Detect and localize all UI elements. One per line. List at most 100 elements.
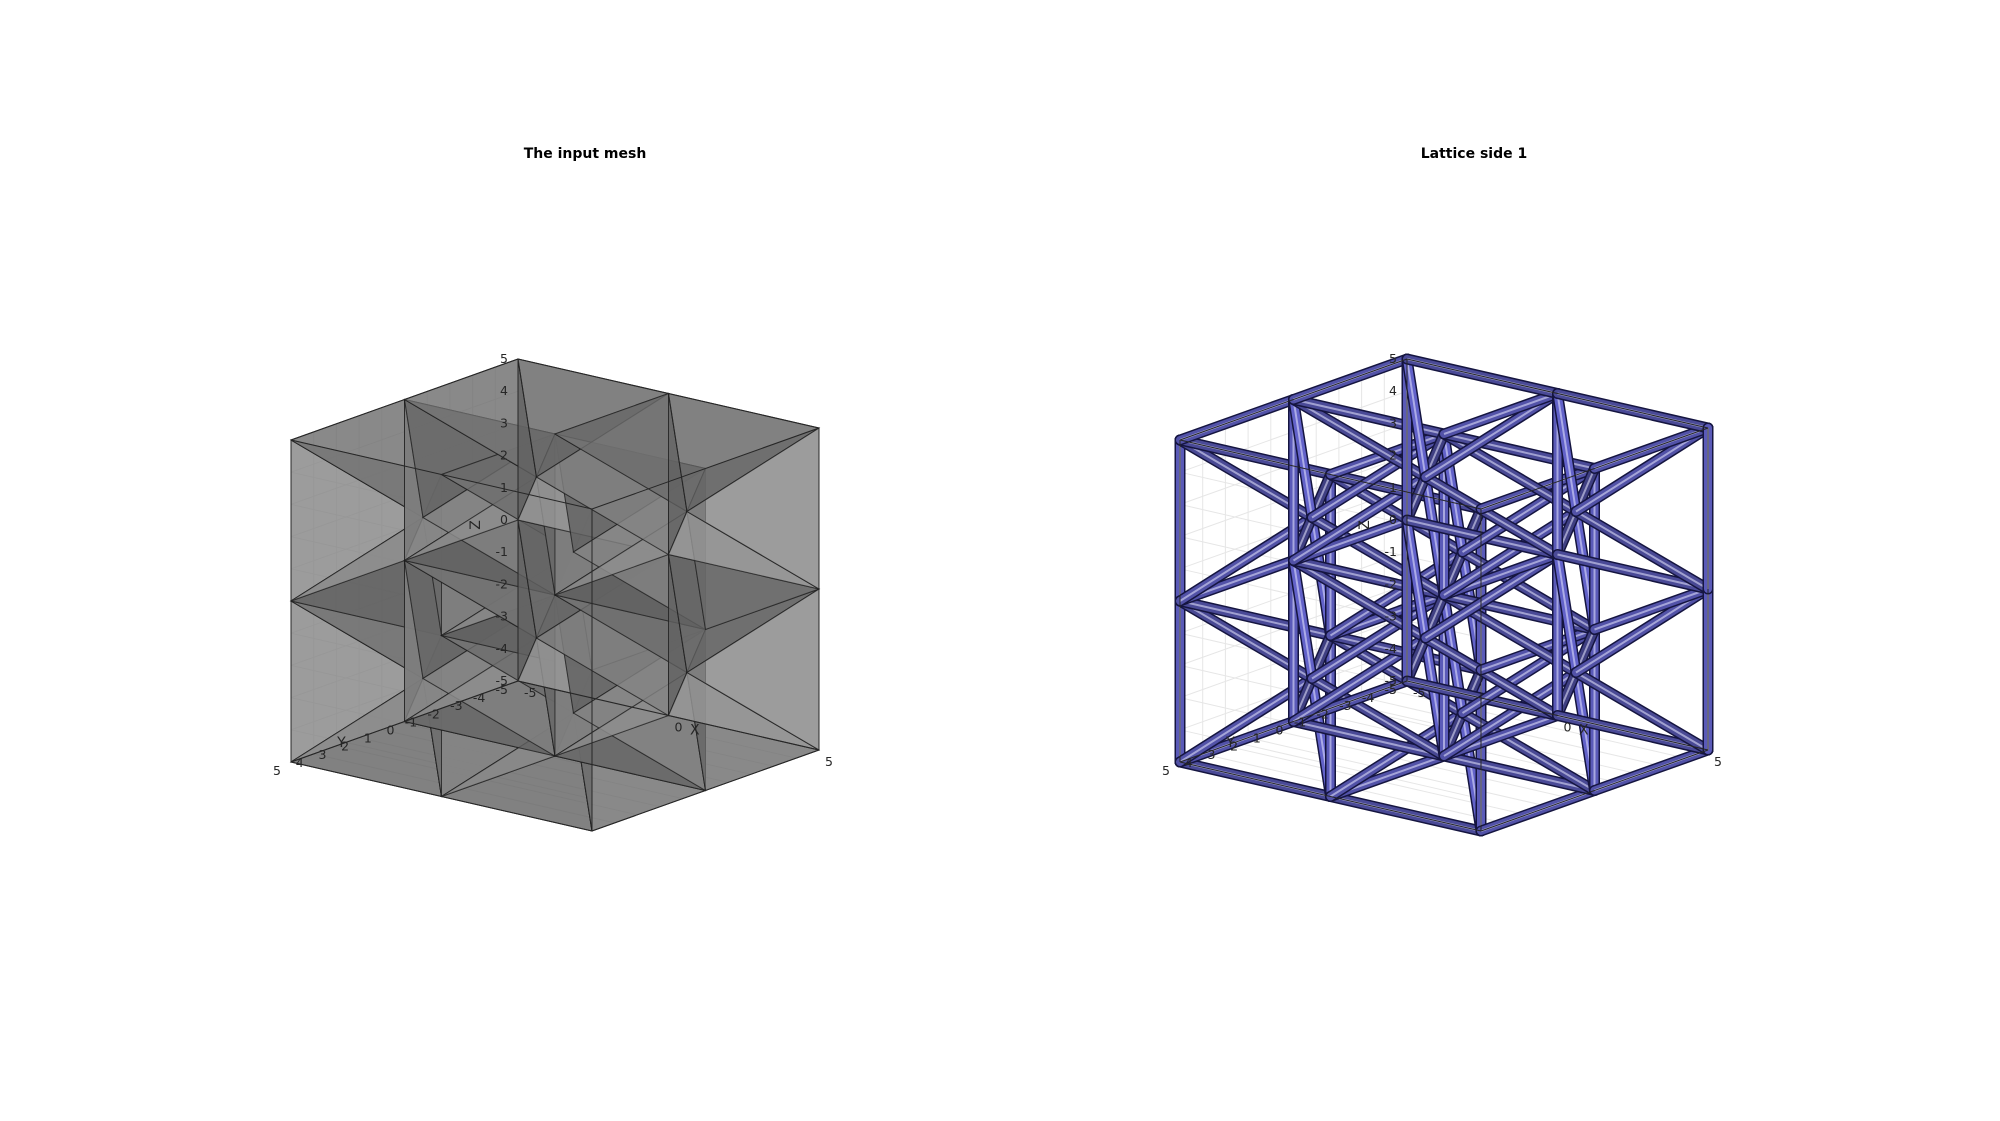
y-tick-label: 3 — [1207, 747, 1215, 762]
lattice-strut-highlight — [1424, 392, 1559, 478]
axis-box-edge — [517, 358, 820, 429]
lattice-strut-highlight — [1575, 427, 1709, 513]
axis-box-edge — [1480, 749, 1709, 832]
x-axis-label: X — [690, 723, 700, 739]
z-tick-label: -2 — [1385, 576, 1397, 591]
y-tick-label: 4 — [296, 755, 304, 770]
y-tick-label: -1 — [405, 714, 417, 729]
x-tick-label: 5 — [825, 754, 833, 769]
lattice-strut-highlight — [1293, 720, 1445, 757]
y-tick-label: 5 — [1162, 763, 1170, 778]
y-tick-label: 0 — [1276, 723, 1284, 738]
y-tick-label: -3 — [1339, 698, 1351, 713]
y-tick-label: 1 — [1253, 731, 1261, 746]
x-axis-label: X — [1579, 723, 1589, 739]
axis-box-edge — [1179, 358, 1408, 441]
z-tick-label: -3 — [1385, 609, 1397, 624]
y-tick-label: -4 — [473, 690, 486, 705]
lattice-strut-highlight — [1443, 392, 1558, 435]
y-tick-label: 4 — [1185, 755, 1193, 770]
lattice-strut-highlight — [1575, 671, 1709, 751]
z-tick-label: 4 — [1389, 383, 1397, 398]
z-axis-label: Z — [468, 520, 484, 530]
y-axis-label: Y — [336, 735, 346, 751]
z-tick-label: 3 — [1389, 415, 1397, 430]
z-tick-label: -2 — [496, 576, 508, 591]
lattice-strut-highlight — [1575, 510, 1709, 590]
y-tick-label: 5 — [273, 763, 281, 778]
y-tick-label: -5 — [1385, 682, 1397, 697]
z-tick-label: 5 — [1389, 351, 1397, 366]
lattice-strut-highlight — [1424, 553, 1559, 639]
z-tick-label: 1 — [1389, 480, 1397, 495]
z-tick-label: -5 — [496, 673, 508, 688]
chart-title: Lattice side 1 — [1421, 146, 1527, 162]
axis-box-edge — [1179, 680, 1408, 763]
axis-box-edge — [1179, 439, 1482, 510]
y-tick-label: -2 — [427, 706, 439, 721]
lattice-strut-highlight — [1424, 637, 1559, 717]
mesh-layer — [1174, 353, 1714, 837]
axis-box-edge — [290, 439, 593, 510]
z-tick-label: 0 — [500, 512, 508, 527]
z-axis-label: Z — [1357, 520, 1373, 530]
right-plot-panel: -5 -4 -3 -2 -1 0 1 2 3 4 5 -5 -4 -3 -2 -1 0 1 2 3 4 5 -5 0 5 Lat… — [1000, 0, 2000, 1121]
x-tick-label: -5 — [1413, 685, 1425, 700]
lattice-strut-highlight — [1424, 476, 1559, 556]
z-tick-label: -1 — [496, 544, 508, 559]
box-layer — [1179, 358, 1709, 832]
x-tick-label: 0 — [675, 720, 683, 735]
lattice-strut-highlight — [1575, 588, 1709, 674]
axis-box-edge — [290, 358, 519, 441]
axis-box-edge — [1179, 761, 1482, 832]
z-tick-label: 1 — [500, 480, 508, 495]
axis-box-edge — [1406, 680, 1709, 751]
lattice-strut-highlight — [1557, 553, 1709, 590]
z-tick-label: 2 — [1389, 448, 1397, 463]
y-tick-label: -4 — [1362, 690, 1375, 705]
left-plot-panel: -5 -4 -3 -2 -1 0 1 2 3 4 5 -5 -4 -3 -2 -1 0 1 2 3 4 5 -5 0 5 The… — [273, 146, 833, 832]
z-tick-label: 5 — [500, 351, 508, 366]
box-layer — [290, 358, 820, 832]
lattice-strut-highlight — [1406, 519, 1427, 639]
z-tick-label: -4 — [496, 641, 509, 656]
lattice-strut-highlight — [1556, 393, 1577, 512]
y-tick-label: 0 — [387, 723, 395, 738]
y-tick-label: 2 — [341, 739, 349, 754]
y-axis-label: Y — [1225, 735, 1235, 751]
lattice-strut-highlight — [1292, 399, 1313, 518]
lattice-strut-highlight — [1556, 554, 1577, 673]
z-tick-label: -4 — [1385, 641, 1398, 656]
lattice-strut-highlight — [1406, 358, 1427, 478]
axis-box-edge — [290, 680, 519, 763]
y-tick-label: -3 — [450, 698, 462, 713]
x-tick-label: -5 — [524, 685, 536, 700]
z-tick-label: -5 — [1385, 673, 1397, 688]
lattice-strut-highlight — [1594, 588, 1709, 631]
lattice-strut-highlight — [1292, 560, 1313, 679]
lattice-strut-highlight — [1443, 755, 1595, 792]
y-tick-label: 3 — [318, 747, 326, 762]
chart-title: The input mesh — [524, 146, 647, 162]
y-tick-label: -2 — [1316, 706, 1328, 721]
y-tick-label: 1 — [364, 731, 372, 746]
z-tick-label: 4 — [500, 383, 508, 398]
mesh-layer — [289, 358, 821, 832]
z-tick-label: 3 — [500, 415, 508, 430]
axis-box-edge — [517, 680, 820, 751]
y-tick-label: 2 — [1230, 739, 1238, 754]
axis-box-edge — [591, 427, 820, 510]
axis-box-edge — [290, 761, 593, 832]
z-tick-label: 2 — [500, 448, 508, 463]
x-tick-label: 0 — [1564, 720, 1572, 735]
y-tick-label: -1 — [1294, 714, 1306, 729]
axis-box-edge — [1406, 358, 1709, 429]
x-tick-label: 5 — [1714, 754, 1722, 769]
axis-box-edge — [591, 749, 820, 832]
z-tick-label: 0 — [1389, 512, 1397, 527]
z-tick-label: -3 — [496, 609, 508, 624]
